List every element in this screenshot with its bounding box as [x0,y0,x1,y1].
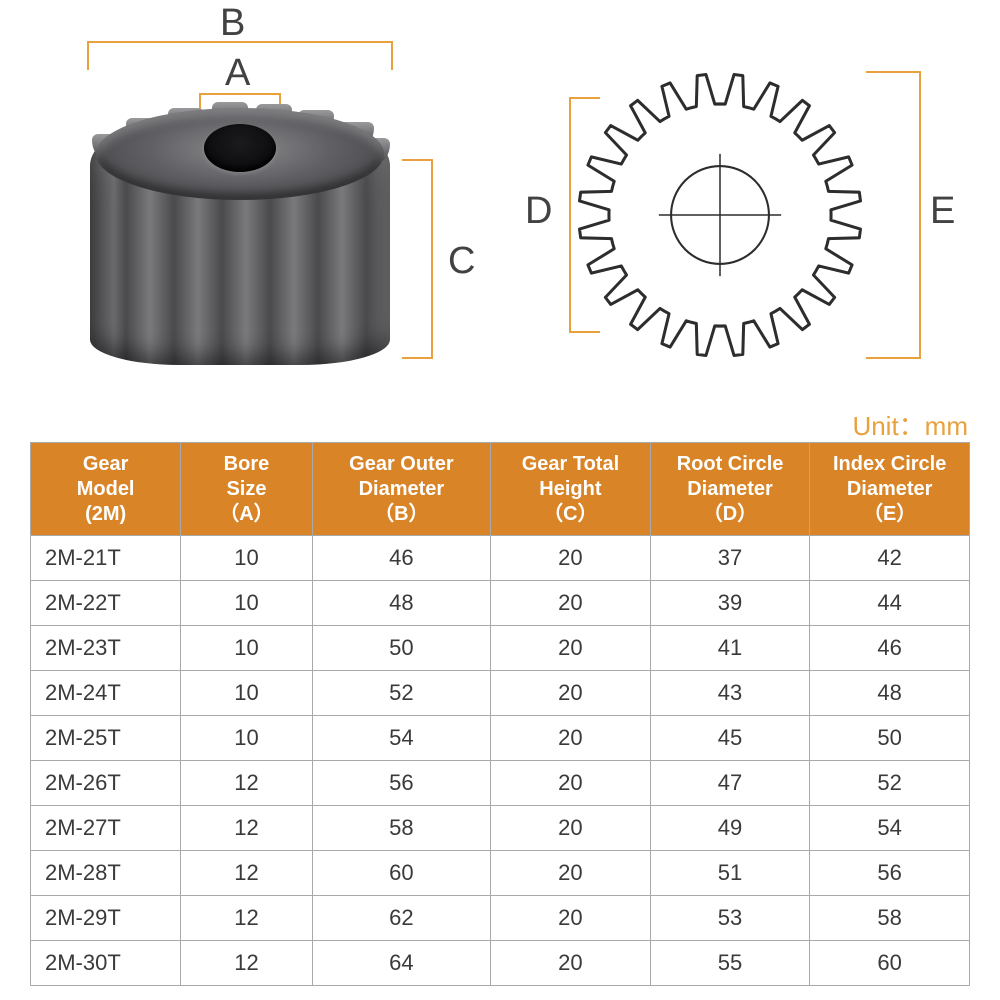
table-cell: 58 [312,806,490,851]
unit-label: Unit：mm [852,406,968,443]
table-cell: 2M-29T [31,896,181,941]
table-cell: 48 [312,581,490,626]
table-cell: 2M-24T [31,671,181,716]
table-cell: 2M-26T [31,761,181,806]
table-row: 2M-26T1256204752 [31,761,970,806]
table-cell: 2M-30T [31,941,181,986]
table-cell: 10 [181,716,312,761]
table-cell: 45 [650,716,810,761]
table-header-row: GearModel(2M)BoreSize（A）Gear OuterDiamet… [31,443,970,536]
table-row: 2M-24T1052204348 [31,671,970,716]
table-cell: 42 [810,536,970,581]
table-header-cell: Gear OuterDiameter（B） [312,443,490,536]
diagram-area: B A C D E [0,0,1000,420]
table-cell: 10 [181,581,312,626]
table-header-cell: BoreSize（A） [181,443,312,536]
table-cell: 56 [312,761,490,806]
table-cell: 60 [312,851,490,896]
table-row: 2M-22T1048203944 [31,581,970,626]
table-cell: 20 [491,896,651,941]
table-cell: 64 [312,941,490,986]
table-cell: 12 [181,761,312,806]
table-cell: 20 [491,761,651,806]
table-cell: 51 [650,851,810,896]
table-row: 2M-25T1054204550 [31,716,970,761]
table-cell: 62 [312,896,490,941]
table-cell: 20 [491,806,651,851]
table-cell: 53 [650,896,810,941]
table-cell: 10 [181,671,312,716]
table-cell: 20 [491,941,651,986]
table-cell: 52 [312,671,490,716]
table-cell: 2M-22T [31,581,181,626]
table-cell: 12 [181,896,312,941]
table-cell: 10 [181,536,312,581]
table-cell: 12 [181,851,312,896]
table-cell: 60 [810,941,970,986]
table-cell: 46 [312,536,490,581]
table-cell: 54 [810,806,970,851]
table-row: 2M-30T1264205560 [31,941,970,986]
table-cell: 47 [650,761,810,806]
table-cell: 20 [491,536,651,581]
table-header-cell: Gear TotalHeight（C） [491,443,651,536]
table-header-cell: GearModel(2M) [31,443,181,536]
table-cell: 56 [810,851,970,896]
table-cell: 58 [810,896,970,941]
table-cell: 50 [312,626,490,671]
table-cell: 37 [650,536,810,581]
table-cell: 46 [810,626,970,671]
table-cell: 41 [650,626,810,671]
table-cell: 10 [181,626,312,671]
table-cell: 49 [650,806,810,851]
spec-table-wrap: GearModel(2M)BoreSize（A）Gear OuterDiamet… [30,442,970,986]
table-cell: 20 [491,626,651,671]
table-cell: 52 [810,761,970,806]
table-cell: 12 [181,941,312,986]
table-cell: 2M-28T [31,851,181,896]
table-row: 2M-28T1260205156 [31,851,970,896]
table-cell: 2M-21T [31,536,181,581]
table-cell: 50 [810,716,970,761]
gear-schematic [560,55,880,375]
table-cell: 20 [491,716,651,761]
table-cell: 12 [181,806,312,851]
table-cell: 43 [650,671,810,716]
table-cell: 44 [810,581,970,626]
table-header-cell: Root CircleDiameter（D） [650,443,810,536]
table-cell: 20 [491,671,651,716]
table-cell: 2M-23T [31,626,181,671]
table-row: 2M-29T1262205358 [31,896,970,941]
table-cell: 54 [312,716,490,761]
table-cell: 48 [810,671,970,716]
table-cell: 2M-25T [31,716,181,761]
table-cell: 55 [650,941,810,986]
table-row: 2M-23T1050204146 [31,626,970,671]
table-cell: 2M-27T [31,806,181,851]
table-cell: 20 [491,581,651,626]
table-cell: 39 [650,581,810,626]
table-row: 2M-27T1258204954 [31,806,970,851]
table-cell: 20 [491,851,651,896]
table-row: 2M-21T1046203742 [31,536,970,581]
table-header-cell: Index CircleDiameter（E） [810,443,970,536]
spec-table: GearModel(2M)BoreSize（A）Gear OuterDiamet… [30,442,970,986]
